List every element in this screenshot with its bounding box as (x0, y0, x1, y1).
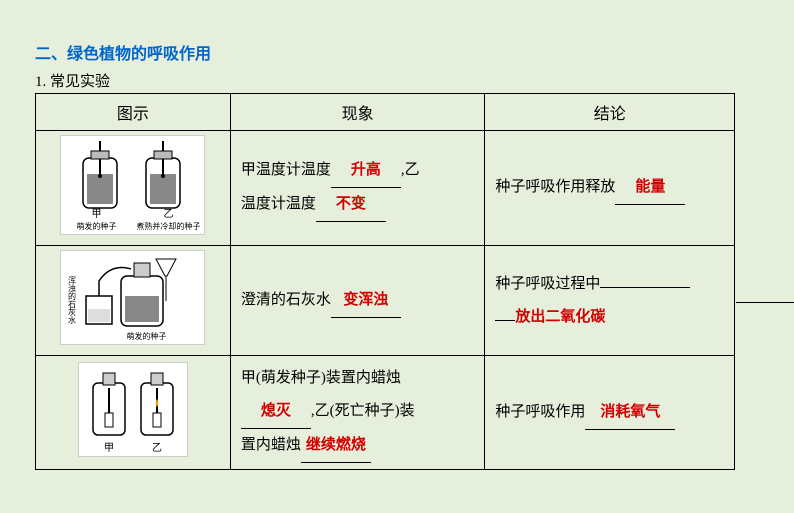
table-row: 甲 萌发的种子 乙 煮熟并冷却的种子 甲温度计温度升高,乙 温度计温度不变 种子… (36, 131, 735, 246)
diagram-1: 甲 萌发的种子 乙 煮熟并冷却的种子 (60, 135, 205, 235)
diagram-cell-1: 甲 萌发的种子 乙 煮熟并冷却的种子 (36, 131, 231, 246)
diagram-1-label-left: 甲 (61, 205, 131, 220)
conclusion-3-blank: 消耗氧气 (585, 396, 675, 430)
phenom-1-blank-2: 不变 (316, 188, 386, 222)
conclusion-2-blank-line (495, 320, 515, 321)
phenomenon-cell-1: 甲温度计温度升高,乙 温度计温度不变 (230, 131, 485, 246)
conclusion-1-text: 种子呼吸作用释放 (495, 179, 615, 195)
conclusion-cell-1: 种子呼吸作用释放能量 (485, 131, 735, 246)
table-row: 甲 乙 甲(萌发种子)装置内蜡烛 熄灭,乙(死亡种子)装 置内蜡烛继续燃烧 种子… (36, 356, 735, 470)
conclusion-cell-2: 种子呼吸过程中 放出二氧化碳 (485, 246, 735, 356)
phenom-1-blank-1: 升高 (331, 154, 401, 188)
phenom-2-text: 澄清的石灰水 (241, 292, 331, 308)
table-header-row: 图示 现象 结论 (36, 94, 735, 131)
extended-underline (736, 302, 794, 303)
diagram-3-label-left: 甲 (93, 439, 125, 454)
phenom-1-text-3: 温度计温度 (241, 196, 316, 212)
phenom-1-text-1: 甲温度计温度 (241, 162, 331, 178)
conclusion-1-blank: 能量 (615, 171, 685, 205)
conclusion-2-blank-top (600, 287, 690, 288)
phenomenon-cell-3: 甲(萌发种子)装置内蜡烛 熄灭,乙(死亡种子)装 置内蜡烛继续燃烧 (230, 356, 485, 470)
phenom-3-text-3: 置内蜡烛 (241, 437, 301, 453)
conclusion-2-text: 种子呼吸过程中 (495, 276, 600, 292)
diagram-1-sublabel-left: 萌发的种子 (61, 221, 131, 232)
header-diagram: 图示 (36, 94, 231, 131)
phenom-3-text-2: ,乙(死亡种子)装 (311, 403, 415, 419)
diagram-1-label-right: 乙 (133, 205, 203, 220)
phenom-3-blank-1: 熄灭 (241, 395, 311, 429)
phenom-3-text-1: 甲(萌发种子)装置内蜡烛 (241, 370, 401, 386)
phenom-2-blank: 变浑浊 (331, 284, 401, 318)
header-conclusion: 结论 (485, 94, 735, 131)
diagram-cell-2: 浑浊的石灰水 萌发的种子 (36, 246, 231, 356)
diagram-2: 浑浊的石灰水 萌发的种子 (60, 250, 205, 345)
header-phenomenon: 现象 (230, 94, 485, 131)
diagram-2-sublabel: 萌发的种子 (116, 331, 176, 342)
conclusion-3-text: 种子呼吸作用 (495, 404, 585, 420)
table-row: 浑浊的石灰水 萌发的种子 澄清的石灰水变浑浊 种子呼吸过程中 放出二氧化碳 (36, 246, 735, 356)
diagram-1-sublabel-right: 煮熟并冷却的种子 (133, 221, 203, 232)
sub-heading: 1. 常见实验 (35, 70, 759, 91)
section-heading: 二、绿色植物的呼吸作用 (35, 40, 759, 64)
diagram-3: 甲 乙 (78, 362, 188, 457)
experiment-table: 图示 现象 结论 甲 (35, 93, 735, 470)
phenomenon-cell-2: 澄清的石灰水变浑浊 (230, 246, 485, 356)
diagram-2-side-label: 浑浊的石灰水 (63, 276, 75, 324)
conclusion-2-answer: 放出二氧化碳 (515, 309, 605, 325)
conclusion-cell-3: 种子呼吸作用消耗氧气 (485, 356, 735, 470)
phenom-1-text-2: ,乙 (401, 162, 420, 178)
phenom-3-blank-2: 继续燃烧 (301, 429, 371, 463)
diagram-cell-3: 甲 乙 (36, 356, 231, 470)
diagram-3-label-right: 乙 (141, 439, 173, 454)
